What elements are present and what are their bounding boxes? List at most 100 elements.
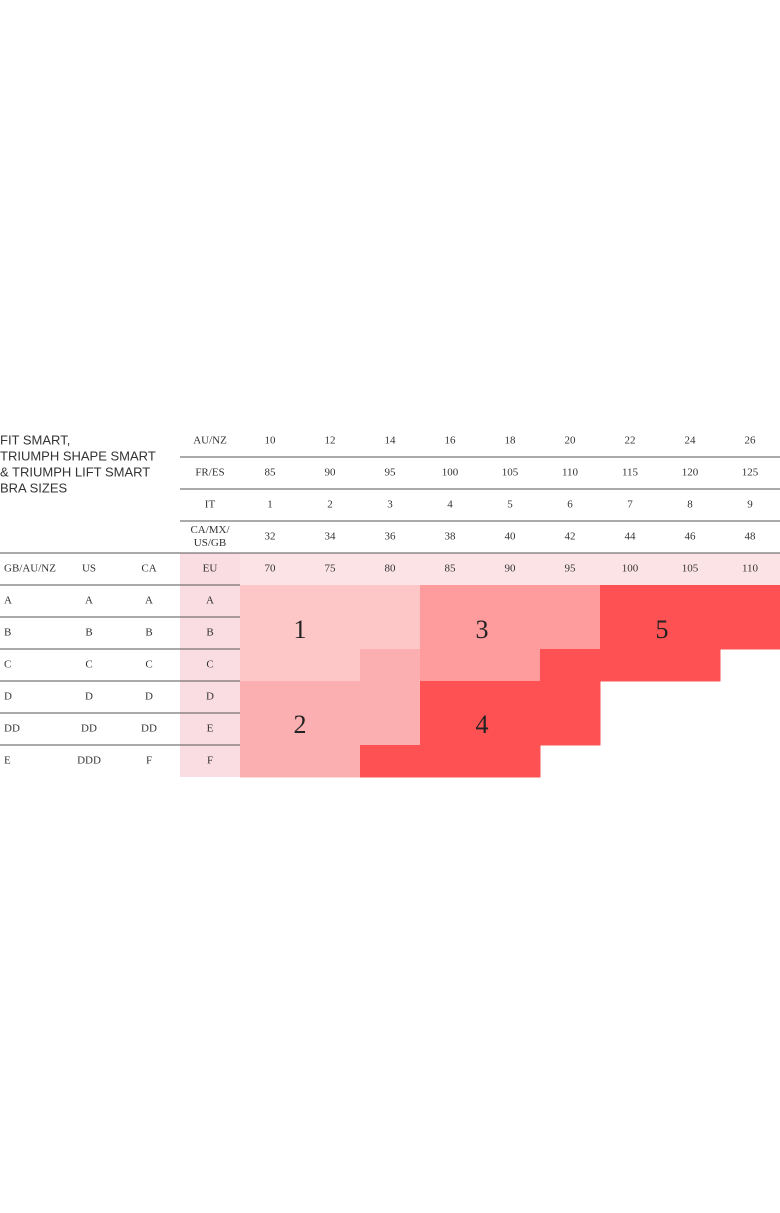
band-value: 90 [505, 563, 517, 575]
cup-label: D [85, 691, 93, 703]
cup-label: B [85, 627, 92, 639]
size-value: 4 [447, 499, 453, 511]
column-label: EU [203, 563, 218, 575]
band-value: 75 [325, 563, 337, 575]
size-cell [300, 649, 361, 682]
band-value: 85 [445, 563, 457, 575]
band-value: 80 [385, 563, 397, 575]
size-value: 2 [327, 499, 333, 511]
cup-label: C [4, 659, 11, 671]
size-value: 95 [385, 467, 397, 479]
cup-label: B [4, 627, 11, 639]
size-cell [420, 585, 481, 618]
cup-label: D [4, 691, 12, 703]
size-cell [480, 713, 541, 746]
size-value: 32 [265, 531, 276, 543]
size-value: 40 [505, 531, 517, 543]
size-value: 100 [442, 467, 459, 479]
size-cell [720, 585, 780, 618]
cup-label: DD [81, 723, 97, 735]
size-cell [660, 649, 721, 682]
size-value: 125 [742, 467, 759, 479]
size-cell [240, 585, 301, 618]
size-cell [480, 585, 541, 618]
size-cell [360, 585, 421, 618]
size-value: 26 [745, 435, 757, 447]
zone-number: 5 [656, 615, 669, 644]
band-value: 105 [682, 563, 699, 575]
row-label: FR/ES [195, 467, 224, 479]
size-value: 46 [685, 531, 697, 543]
title-line: FIT SMART, [0, 432, 70, 447]
size-cell [360, 617, 421, 650]
row-label: CA/MX/ [190, 524, 230, 536]
cup-label: F [146, 755, 152, 767]
size-cell [360, 681, 421, 714]
size-cell [540, 617, 601, 650]
size-value: 9 [747, 499, 753, 511]
row-label: IT [205, 499, 216, 511]
size-value: 48 [745, 531, 757, 543]
title-line: & TRIUMPH LIFT SMART [0, 464, 150, 479]
eu-column-bg [180, 553, 240, 777]
size-value: 6 [567, 499, 573, 511]
size-value: 36 [385, 531, 397, 543]
cup-label: D [145, 691, 153, 703]
size-value: 16 [445, 435, 457, 447]
size-cell [360, 745, 421, 778]
size-value: 18 [505, 435, 517, 447]
size-cell [300, 713, 361, 746]
size-value: 12 [325, 435, 336, 447]
size-value: 7 [627, 499, 633, 511]
cup-label: A [4, 595, 12, 607]
size-cell [540, 713, 601, 746]
column-label: GB/AU/NZ [4, 563, 56, 575]
cup-label: D [206, 691, 214, 703]
size-cell [240, 713, 301, 746]
size-value: 20 [565, 435, 577, 447]
cup-label: E [4, 755, 11, 767]
size-cell [300, 617, 361, 650]
cup-label: A [145, 595, 153, 607]
band-value: 100 [622, 563, 639, 575]
size-cell [540, 585, 601, 618]
size-value: 44 [625, 531, 637, 543]
cup-label: A [206, 595, 214, 607]
size-cell [300, 681, 361, 714]
size-cell [420, 745, 481, 778]
column-label: US [82, 563, 96, 575]
cup-label: DDD [77, 755, 101, 767]
size-cell [540, 681, 601, 714]
size-value: 110 [562, 467, 579, 479]
zone-number: 3 [476, 615, 489, 644]
band-row-bg [180, 553, 780, 585]
size-cell [420, 713, 481, 746]
size-cell [420, 681, 481, 714]
size-cell [480, 745, 541, 778]
size-value: 14 [385, 435, 397, 447]
cup-label: A [85, 595, 93, 607]
size-cell [720, 617, 780, 650]
size-value: 1 [267, 499, 273, 511]
column-label: CA [141, 563, 156, 575]
cup-label: B [145, 627, 152, 639]
cup-label: F [207, 755, 213, 767]
size-cell [360, 649, 421, 682]
size-value: 85 [265, 467, 277, 479]
cup-label: E [207, 723, 214, 735]
zone-number: 2 [294, 710, 307, 739]
size-cell [240, 617, 301, 650]
cup-label: C [206, 659, 213, 671]
size-value: 34 [325, 531, 337, 543]
band-value: 70 [265, 563, 277, 575]
size-cell [420, 617, 481, 650]
size-cell [300, 585, 361, 618]
size-cell [600, 585, 661, 618]
size-cell [240, 745, 301, 778]
size-value: 10 [265, 435, 277, 447]
title-line: BRA SIZES [0, 480, 68, 495]
row-label: AU/NZ [193, 435, 227, 447]
size-cell [660, 617, 721, 650]
size-value: 5 [507, 499, 513, 511]
